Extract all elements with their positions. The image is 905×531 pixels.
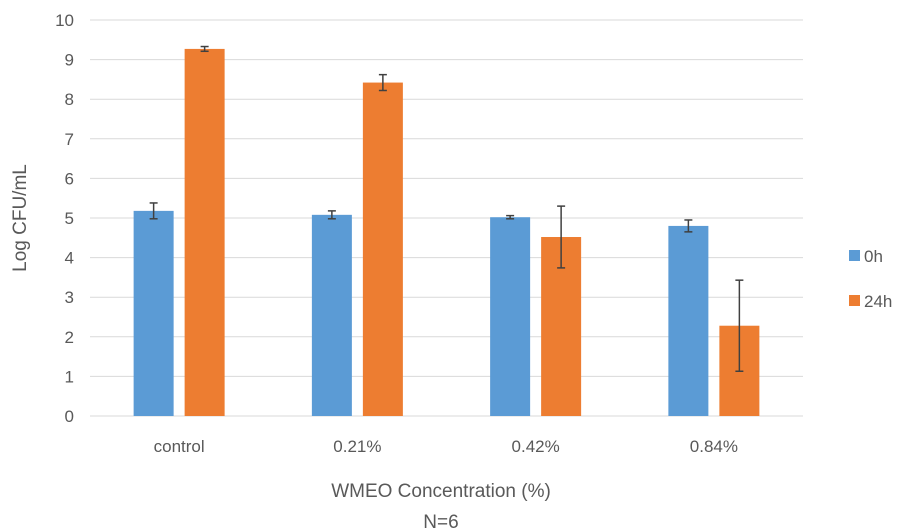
error-bars xyxy=(149,45,744,373)
y-tick-label: 9 xyxy=(65,51,74,70)
x-axis-note: N=6 xyxy=(423,512,458,531)
x-tick-label: 0.42% xyxy=(512,437,560,456)
y-tick-label: 8 xyxy=(65,90,74,109)
y-tick-label: 10 xyxy=(55,11,74,30)
x-axis-title: WMEO Concentration (%) xyxy=(331,481,551,502)
x-tick-label: 0.84% xyxy=(690,437,738,456)
y-tick-label: 5 xyxy=(65,209,74,228)
x-tick-label: control xyxy=(154,437,205,456)
legend-swatch-24h xyxy=(849,295,860,306)
bar-0h-3 xyxy=(668,225,709,416)
y-tick-label: 1 xyxy=(65,367,74,386)
y-tick-labels: 0 1 2 3 4 5 6 7 8 9 10 xyxy=(55,11,74,426)
legend-swatch-0h xyxy=(849,250,860,261)
y-tick-label: 4 xyxy=(65,249,74,268)
error-bar-24h-1 xyxy=(378,73,387,92)
y-tick-label: 2 xyxy=(65,328,74,347)
error-bar-0h-2 xyxy=(506,214,515,220)
y-tick-label: 3 xyxy=(65,288,74,307)
error-bar-24h-2 xyxy=(557,205,566,269)
y-tick-label: 0 xyxy=(65,407,74,426)
error-bar-24h-0 xyxy=(200,45,209,53)
bar-0h-2 xyxy=(490,217,531,416)
error-bar-0h-3 xyxy=(684,219,693,233)
bars xyxy=(133,48,760,417)
error-bar-24h-3 xyxy=(735,279,744,373)
bar-0h-0 xyxy=(133,210,174,416)
legend-label-0h: 0h xyxy=(864,247,883,266)
legend-label-24h: 24h xyxy=(864,292,892,311)
error-bar-0h-1 xyxy=(327,210,336,220)
bar-24h-1 xyxy=(362,82,403,417)
legend: 0h 24h xyxy=(849,247,892,311)
x-tick-label: 0.21% xyxy=(333,437,381,456)
bar-0h-1 xyxy=(311,214,352,416)
y-axis-title: Log CFU/mL xyxy=(10,164,31,272)
x-tick-labels: control 0.21% 0.42% 0.84% xyxy=(154,437,738,456)
bar-24h-0 xyxy=(184,48,225,417)
y-tick-label: 6 xyxy=(65,169,74,188)
error-bar-0h-0 xyxy=(149,202,158,220)
y-tick-label: 7 xyxy=(65,130,74,149)
